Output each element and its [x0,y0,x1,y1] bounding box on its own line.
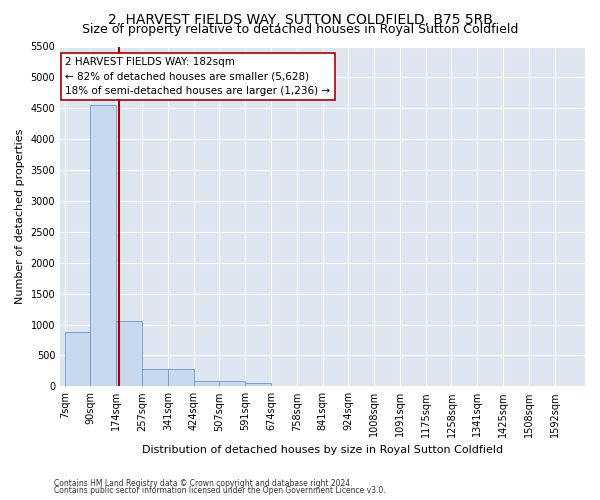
Text: Size of property relative to detached houses in Royal Sutton Coldfield: Size of property relative to detached ho… [82,22,518,36]
Bar [220,382,245,386]
Bar [168,368,194,386]
X-axis label: Distribution of detached houses by size in Royal Sutton Coldfield: Distribution of detached houses by size … [142,445,503,455]
Text: 2 HARVEST FIELDS WAY: 182sqm
← 82% of detached houses are smaller (5,628)
18% of: 2 HARVEST FIELDS WAY: 182sqm ← 82% of de… [65,56,331,96]
Bar [142,368,168,386]
Text: 2, HARVEST FIELDS WAY, SUTTON COLDFIELD, B75 5RB: 2, HARVEST FIELDS WAY, SUTTON COLDFIELD,… [107,12,493,26]
Text: Contains HM Land Registry data © Crown copyright and database right 2024.: Contains HM Land Registry data © Crown c… [54,478,353,488]
Bar [194,382,220,386]
Bar [116,321,142,386]
Bar [65,332,91,386]
Bar [245,383,271,386]
Y-axis label: Number of detached properties: Number of detached properties [15,128,25,304]
Text: Contains public sector information licensed under the Open Government Licence v3: Contains public sector information licen… [54,486,386,495]
Bar [91,104,116,386]
